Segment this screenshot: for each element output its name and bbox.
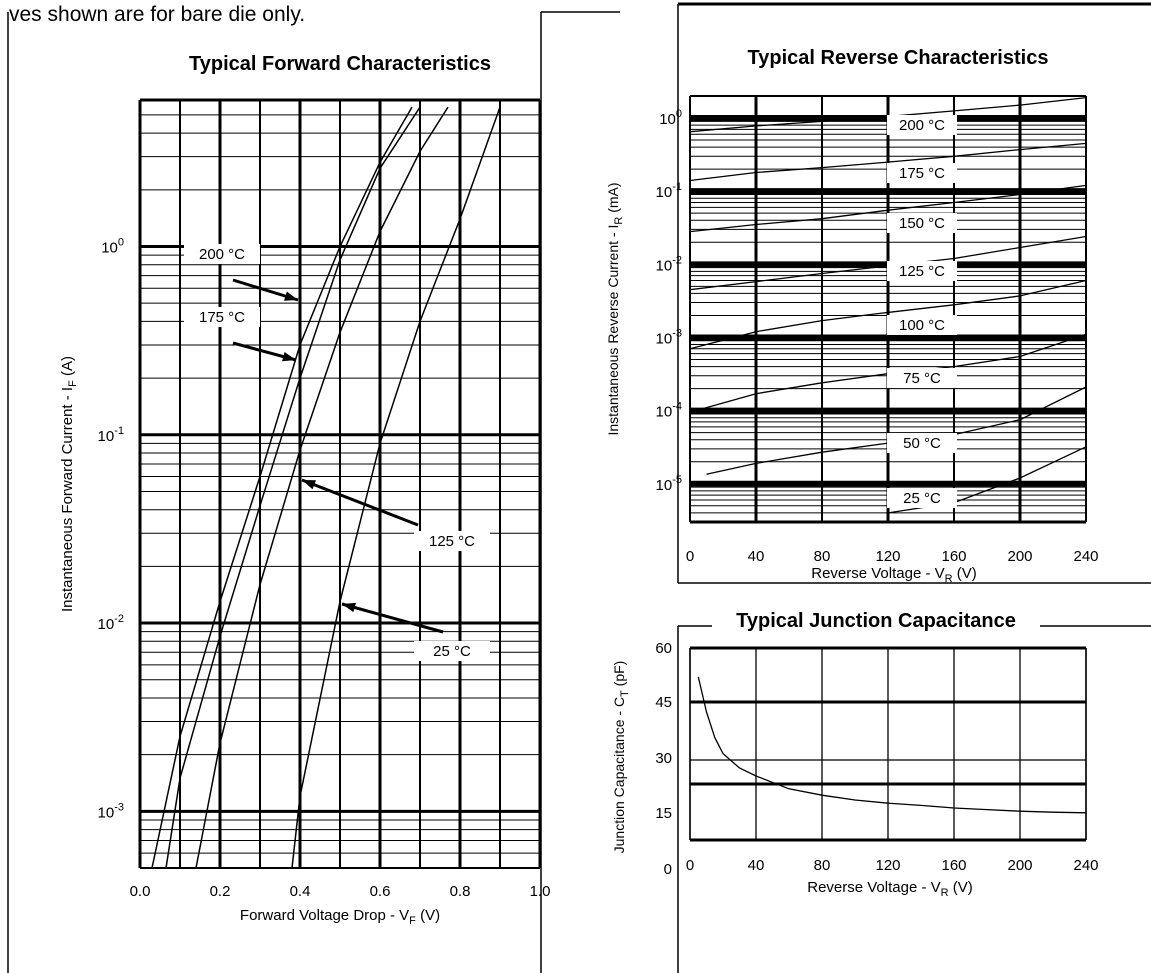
x-tick-label: 0 — [686, 857, 694, 874]
x-tick-label: 240 — [1073, 548, 1098, 565]
annotation-label-125c: 125 °C — [899, 263, 945, 280]
x-tick-label: 1.0 — [530, 883, 551, 900]
x-tick-label: 240 — [1073, 857, 1098, 874]
annotation-bg — [887, 368, 957, 388]
x-tick-label: 80 — [814, 548, 831, 565]
x-tick-label: 200 — [1007, 548, 1032, 565]
y-tick-label: 10-5 — [656, 474, 682, 494]
y-tick-label: 10-2 — [656, 254, 682, 274]
x-tick-label: 0.0 — [130, 883, 151, 900]
annotation-bg — [184, 244, 260, 264]
y-tick-label: 10-2 — [98, 613, 124, 633]
annotation-bg — [887, 115, 957, 135]
y-axis-label: Instantaneous Reverse Current - IR (mA) — [605, 182, 625, 435]
annotation-label-50c: 50 °C — [903, 435, 941, 452]
annotation-label-125c: 125 °C — [429, 533, 475, 550]
annotation-bg — [887, 315, 957, 335]
annotation-bg — [887, 163, 957, 183]
y-tick-label: 30 — [655, 750, 672, 767]
x-tick-label: 0.2 — [210, 883, 231, 900]
annotation-arrowhead — [302, 480, 316, 490]
annotation-label-175c: 175 °C — [199, 309, 245, 326]
x-tick-label: 0.4 — [290, 883, 311, 900]
x-tick-label: 120 — [875, 548, 900, 565]
y-tick-label: 10-1 — [98, 425, 124, 445]
annotation-arrowhead — [342, 602, 356, 613]
annotation-bg — [414, 641, 490, 661]
annotation-bg — [887, 433, 957, 453]
title-bg — [712, 608, 1040, 632]
datasheet-caption: ves shown are for bare die only. — [9, 3, 306, 26]
x-tick-label: 200 — [1007, 857, 1032, 874]
series-line-175c — [689, 142, 1087, 182]
series-line-175c — [165, 106, 421, 869]
y-axis-label: Junction Capacitance - CT (pF) — [611, 661, 631, 854]
annotation-label-25c: 25 °C — [433, 643, 471, 660]
annotation-label-200c: 200 °C — [899, 117, 945, 134]
series-line-25c — [291, 106, 501, 869]
x-axis-label: Forward Voltage Drop - VF (V) — [240, 907, 440, 927]
y-tick-label: 100 — [659, 108, 682, 128]
annotation-label-200c: 200 °C — [199, 246, 245, 263]
series-line-200c — [151, 106, 413, 869]
y-tick-label: 60 — [655, 640, 672, 657]
annotation-label-100c: 100 °C — [899, 317, 945, 334]
y-tick-label: 0 — [664, 861, 672, 878]
x-tick-label: 40 — [748, 548, 765, 565]
annotation-arrowhead — [282, 351, 296, 362]
y-tick-label: 100 — [101, 237, 124, 257]
x-tick-label: 0.6 — [370, 883, 391, 900]
y-axis-label: Instantaneous Forward Current - IF (A) — [59, 356, 79, 612]
annotation-label-150c: 150 °C — [899, 215, 945, 232]
annotation-label-175c: 175 °C — [899, 165, 945, 182]
annotation-arrow — [341, 602, 444, 634]
x-tick-label: 160 — [941, 857, 966, 874]
x-axis-label: Reverse Voltage - VR (V) — [811, 565, 977, 585]
y-tick-label: 10-1 — [656, 181, 682, 201]
annotation-label-25c: 25 °C — [903, 490, 941, 507]
series-line-150c — [689, 184, 1087, 233]
capacitance-chart-title: Typical Junction Capacitance — [736, 610, 1016, 632]
forward-chart-title: Typical Forward Characteristics — [189, 53, 491, 75]
annotation-bg — [414, 531, 490, 551]
x-tick-label: 0 — [686, 548, 694, 565]
x-tick-label: 120 — [875, 857, 900, 874]
annotation-label-75c: 75 °C — [903, 370, 941, 387]
x-tick-label: 80 — [814, 857, 831, 874]
annotation-bg — [887, 261, 957, 281]
x-tick-label: 40 — [748, 857, 765, 874]
y-tick-label: 15 — [655, 805, 672, 822]
series-line-capacitance — [697, 676, 1087, 814]
series-line-100c — [689, 279, 1087, 350]
y-tick-label: 10-3 — [98, 801, 124, 821]
y-tick-label: 10-4 — [656, 401, 682, 421]
y-tick-label: 10-3 — [656, 327, 682, 347]
x-tick-label: 160 — [941, 548, 966, 565]
y-tick-label: 45 — [655, 694, 672, 711]
reverse-chart-title: Typical Reverse Characteristics — [748, 47, 1049, 69]
series-line-50c — [706, 386, 1087, 475]
x-tick-label: 0.8 — [450, 883, 471, 900]
series-line-125c — [195, 106, 449, 869]
annotation-arrowhead — [284, 291, 298, 301]
annotation-arrow — [301, 478, 419, 527]
annotation-bg — [887, 488, 957, 508]
annotation-bg — [887, 213, 957, 233]
annotation-bg — [184, 307, 260, 327]
x-axis-label: Reverse Voltage - VR (V) — [807, 879, 973, 899]
